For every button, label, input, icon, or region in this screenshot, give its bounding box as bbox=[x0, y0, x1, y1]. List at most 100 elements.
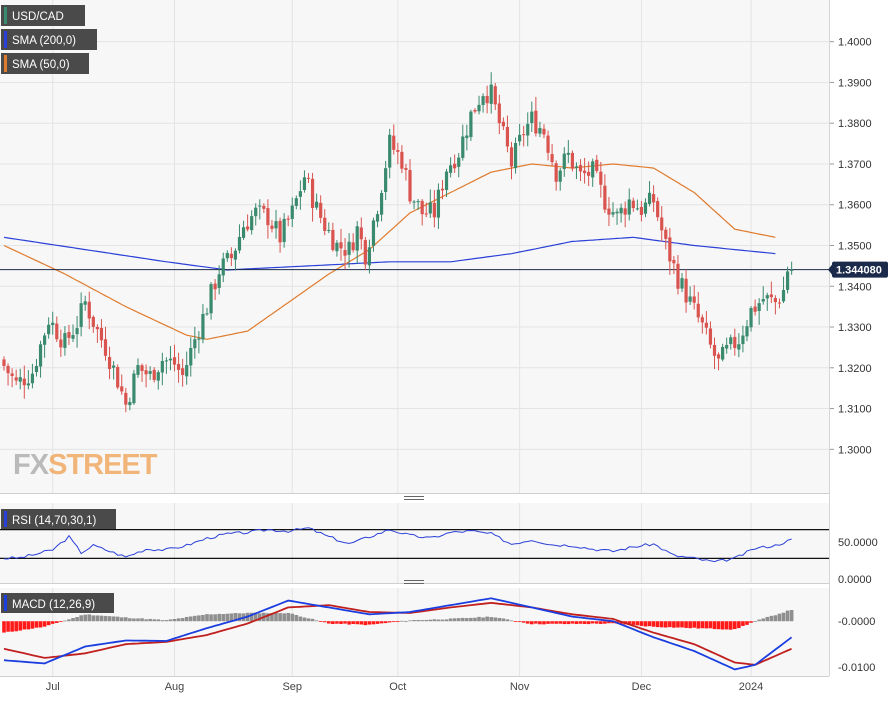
y-axis-tick-label: 1.3200 bbox=[838, 363, 872, 375]
candle-bearish bbox=[432, 202, 436, 218]
macd-histogram-bar bbox=[469, 617, 473, 622]
candle-bearish bbox=[6, 365, 10, 374]
macd-histogram-bar bbox=[432, 619, 437, 622]
candle-bearish bbox=[14, 377, 18, 381]
macd-histogram-bar bbox=[164, 620, 169, 622]
candle-bearish bbox=[67, 332, 71, 338]
candle-bullish bbox=[737, 344, 741, 350]
macd-histogram-bar bbox=[363, 621, 368, 626]
macd-histogram-bar bbox=[651, 621, 656, 627]
macd-label-box[interactable]: MACD (12,26,9) bbox=[1, 593, 114, 613]
candle-bearish bbox=[704, 322, 708, 328]
candle-bearish bbox=[55, 323, 59, 340]
y-axis-tick-label: 1.3300 bbox=[838, 322, 872, 334]
macd-histogram-bar bbox=[773, 615, 778, 622]
macd-histogram-bar bbox=[298, 616, 303, 622]
candle-bearish bbox=[773, 298, 777, 303]
macd-histogram-bar bbox=[428, 619, 433, 622]
candle-bearish bbox=[22, 378, 26, 386]
macd-histogram-bar bbox=[180, 618, 185, 622]
candle-bullish bbox=[347, 241, 351, 255]
candle-bearish bbox=[99, 327, 104, 341]
macd-histogram-bar bbox=[465, 618, 469, 622]
legend-item[interactable]: USD/CAD bbox=[1, 5, 85, 26]
macd-histogram-bar bbox=[534, 621, 538, 624]
macd-histogram-bar bbox=[416, 619, 420, 622]
macd-histogram-bar bbox=[233, 613, 238, 622]
candle-bearish bbox=[505, 126, 510, 147]
macd-histogram-bar bbox=[387, 621, 392, 623]
x-axis-tick-label: Oct bbox=[389, 681, 406, 693]
candle-bullish bbox=[34, 366, 39, 373]
candle-bullish bbox=[469, 111, 473, 138]
y-axis-tick-label: 1.3000 bbox=[838, 444, 872, 456]
macd-histogram-bar bbox=[253, 612, 258, 622]
macd-histogram-bar bbox=[550, 621, 554, 624]
macd-histogram-bar bbox=[448, 618, 453, 622]
macd-histogram-bar bbox=[745, 621, 749, 625]
macd-histogram-bar bbox=[590, 621, 595, 624]
candle-bullish bbox=[26, 383, 30, 386]
macd-histogram-bar bbox=[201, 614, 205, 622]
candle-bearish bbox=[485, 95, 489, 104]
candle-bullish bbox=[729, 337, 733, 345]
candle-bearish bbox=[522, 134, 526, 136]
candle-bullish bbox=[444, 171, 449, 190]
candle-bullish bbox=[635, 208, 639, 210]
candle-bullish bbox=[765, 295, 769, 299]
candle-bullish bbox=[566, 152, 570, 155]
rsi-axis-tick-label: 0.0000 bbox=[838, 574, 872, 586]
candle-bearish bbox=[116, 367, 120, 388]
macd-histogram-bar bbox=[75, 617, 79, 622]
macd-histogram-bar bbox=[229, 613, 234, 622]
macd-histogram-bar bbox=[148, 618, 152, 622]
macd-histogram-bar bbox=[79, 615, 83, 622]
candle-bearish bbox=[424, 213, 428, 215]
candle-bullish bbox=[327, 229, 331, 231]
macd-histogram-bar bbox=[663, 621, 668, 628]
rsi-resize-handle[interactable] bbox=[404, 496, 424, 500]
macd-resize-handle[interactable] bbox=[404, 580, 424, 584]
legend-item[interactable]: SMA (200,0) bbox=[1, 29, 97, 50]
macd-histogram-bar bbox=[712, 621, 717, 630]
macd-histogram-bar bbox=[566, 621, 571, 625]
rsi-label-box[interactable]: RSI (14,70,30,1) bbox=[1, 509, 116, 529]
candle-bearish bbox=[440, 188, 445, 191]
macd-histogram-bar bbox=[132, 618, 136, 622]
candle-bullish bbox=[627, 199, 631, 215]
macd-histogram-bar bbox=[635, 621, 640, 626]
macd-histogram-bar bbox=[26, 621, 31, 630]
candle-bullish bbox=[43, 335, 47, 345]
candle-bullish bbox=[136, 365, 140, 375]
candle-bullish bbox=[761, 298, 765, 302]
candle-bearish bbox=[595, 159, 599, 171]
candle-bullish bbox=[160, 360, 164, 373]
macd-histogram-bar bbox=[505, 619, 510, 622]
macd-histogram-bar bbox=[375, 621, 380, 624]
macd-histogram-bar bbox=[456, 618, 461, 622]
candle-bullish bbox=[745, 326, 749, 337]
macd-histogram-bar bbox=[757, 619, 761, 622]
candle-bearish bbox=[420, 200, 424, 215]
macd-histogram-bar bbox=[63, 620, 67, 622]
macd-histogram-bar bbox=[339, 621, 343, 624]
candle-bullish bbox=[436, 189, 441, 218]
candle-bullish bbox=[388, 134, 392, 168]
y-axis-tick-label: 1.3400 bbox=[838, 281, 872, 293]
candle-bearish bbox=[676, 263, 680, 289]
macd-histogram-bar bbox=[485, 616, 489, 622]
macd-histogram-bar bbox=[14, 621, 18, 632]
candle-bearish bbox=[319, 202, 323, 218]
last-price-tag: 1.344080 bbox=[828, 261, 888, 278]
macd-histogram-bar bbox=[270, 613, 274, 622]
macd-histogram-bar bbox=[318, 621, 323, 623]
candle-bearish bbox=[733, 336, 737, 349]
legend-item[interactable]: SMA (50,0) bbox=[1, 53, 89, 74]
macd-histogram-bar bbox=[696, 621, 701, 629]
macd-histogram-bar bbox=[34, 621, 39, 628]
candle-bullish bbox=[148, 371, 152, 374]
macd-histogram-bar bbox=[473, 617, 477, 622]
candle-bearish bbox=[95, 327, 99, 330]
candle-bearish bbox=[497, 103, 501, 124]
